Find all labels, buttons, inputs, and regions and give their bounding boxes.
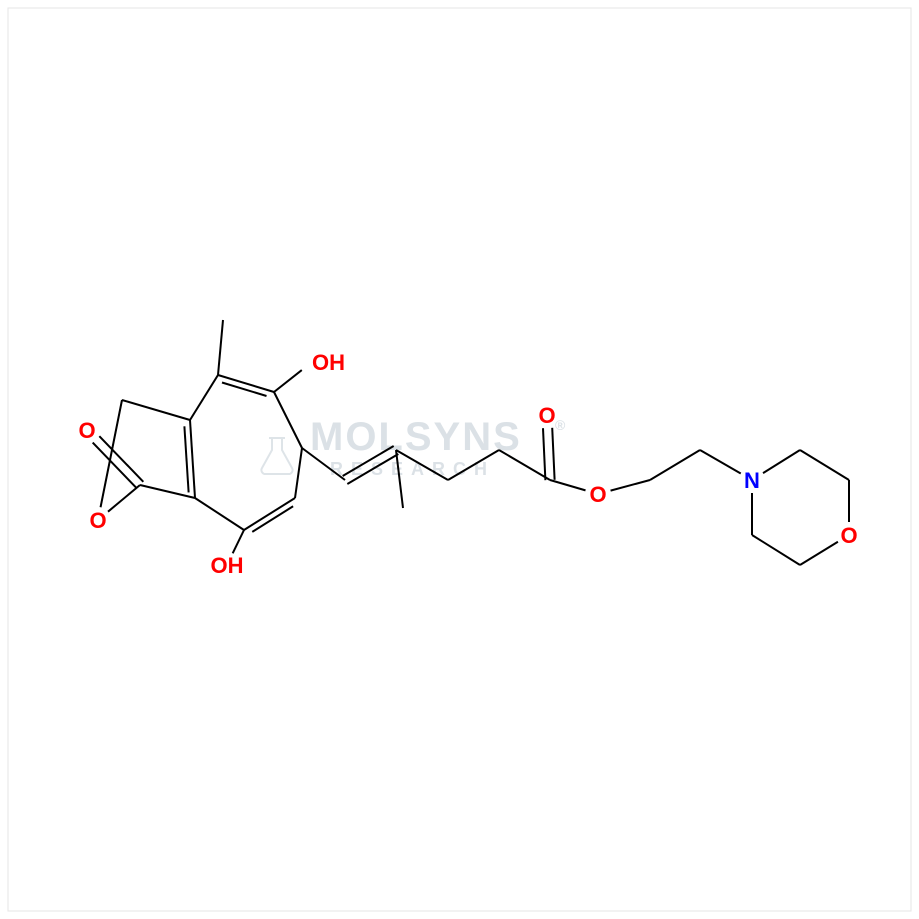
atom-label: O [89, 508, 106, 533]
chemical-structure-svg: MOLSYNS®RESEARCHOOOHOHOONO [0, 0, 919, 919]
watermark-registered-icon: ® [555, 417, 567, 433]
atom-label: OH [210, 553, 243, 578]
atom-label: O [840, 523, 857, 548]
watermark-flask-icon [261, 438, 292, 474]
atom-label: O [538, 403, 555, 428]
atom-label: O [78, 418, 95, 443]
atom-label: O [589, 482, 606, 507]
atom-label: OH [312, 350, 345, 375]
watermark-main: MOLSYNS [310, 415, 522, 459]
atom-label: N [744, 468, 760, 493]
figure-container: MOLSYNS®RESEARCHOOOHOHOONO [0, 0, 919, 919]
